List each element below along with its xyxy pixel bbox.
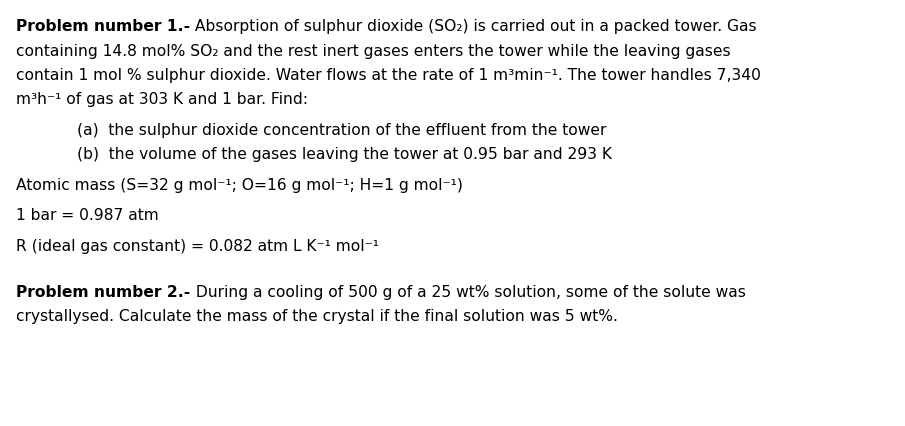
Text: (b)  the volume of the gases leaving the tower at 0.95 bar and 293 K: (b) the volume of the gases leaving the … (77, 147, 612, 162)
Text: Atomic mass (S=32 g mol⁻¹; O=16 g mol⁻¹; H=1 g mol⁻¹): Atomic mass (S=32 g mol⁻¹; O=16 g mol⁻¹;… (16, 178, 463, 193)
Text: 1 bar = 0.987 atm: 1 bar = 0.987 atm (16, 208, 159, 223)
Text: crystallysed. Calculate the mass of the crystal if the final solution was 5 wt%.: crystallysed. Calculate the mass of the … (16, 309, 618, 324)
Text: containing 14.8 mol% SO₂ and the rest inert gases enters the tower while the lea: containing 14.8 mol% SO₂ and the rest in… (16, 44, 731, 59)
Text: Problem number 2.-: Problem number 2.- (16, 285, 191, 300)
Text: Problem number 1.-: Problem number 1.- (16, 20, 190, 35)
Text: R (ideal gas constant) = 0.082 atm L K⁻¹ mol⁻¹: R (ideal gas constant) = 0.082 atm L K⁻¹… (16, 239, 379, 254)
Text: Absorption of sulphur dioxide (SO₂) is carried out in a packed tower. Gas: Absorption of sulphur dioxide (SO₂) is c… (190, 20, 757, 35)
Text: (a)  the sulphur dioxide concentration of the effluent from the tower: (a) the sulphur dioxide concentration of… (77, 123, 606, 138)
Text: m³h⁻¹ of gas at 303 K and 1 bar. Find:: m³h⁻¹ of gas at 303 K and 1 bar. Find: (16, 92, 309, 107)
Text: contain 1 mol % sulphur dioxide. Water flows at the rate of 1 m³min⁻¹. The tower: contain 1 mol % sulphur dioxide. Water f… (16, 68, 761, 83)
Text: During a cooling of 500 g of a 25 wt% solution, some of the solute was: During a cooling of 500 g of a 25 wt% so… (191, 285, 746, 300)
